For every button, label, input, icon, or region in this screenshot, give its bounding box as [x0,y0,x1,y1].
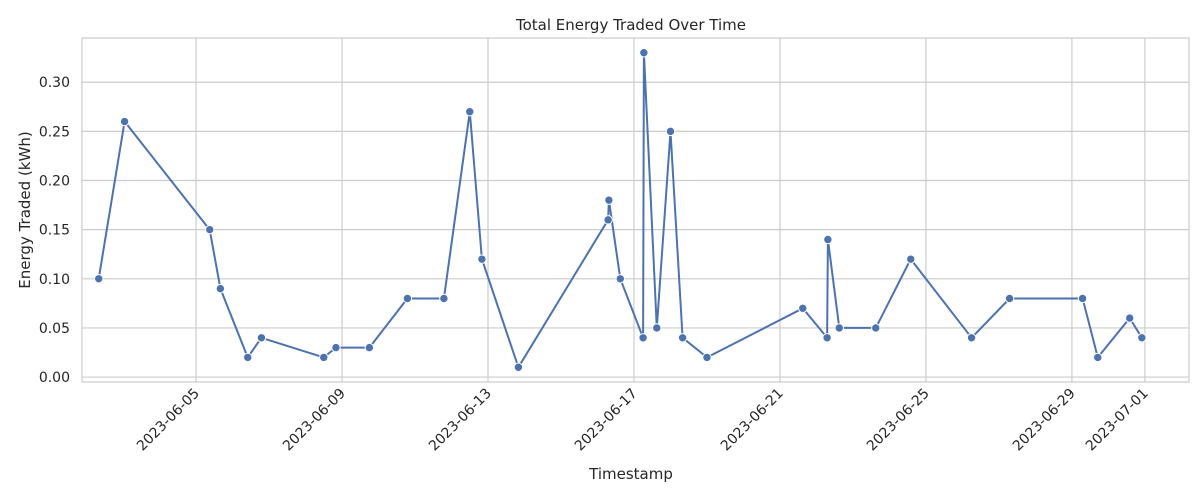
data-point [1137,333,1147,343]
data-point [205,224,215,235]
data-point [94,274,104,284]
x-axis-ticks: 2023-06-05 2023-06-09 2023-06-13 2023-06-17… [134,386,1152,455]
data-point [615,274,625,284]
x-axis-label: Timestamp [588,465,673,483]
data-point [513,362,524,372]
data-point [677,333,688,343]
plot-frame [81,37,1190,383]
data-point [243,352,253,363]
x-tick-label: 2023-06-09 [280,386,349,455]
series-energy-traded [94,48,1147,372]
data-point [665,126,676,137]
x-tick-label: 2023-06-17 [572,386,641,455]
data-point [871,323,881,333]
y-tick-label: 0.20 [39,174,70,190]
x-tick-label: 2023-06-25 [864,386,933,455]
y-tick-label: 0.05 [39,321,70,337]
data-point [439,293,449,304]
data-point [823,234,833,245]
data-point [702,352,712,363]
data-point [215,283,226,294]
plot-background [82,38,1189,382]
data-point [1093,352,1103,363]
data-point [966,333,977,343]
data-point [1124,313,1135,323]
y-tick-label: 0.25 [39,124,70,140]
data-point [331,342,341,353]
x-tick-label: 2023-06-29 [1010,386,1079,455]
data-point [822,333,832,343]
x-tick-label: 2023-06-21 [718,386,787,455]
grid [82,38,1189,382]
y-axis-ticks: 0.00 0.05 0.10 0.15 0.20 0.25 0.30 [39,75,70,386]
data-point [1077,293,1088,304]
x-tick-label: 2023-06-13 [426,386,495,455]
data-point [402,293,413,304]
data-point [364,342,375,353]
x-tick-label: 2023-06-05 [134,386,203,455]
data-point [639,48,649,58]
chart-title: Total Energy Traded Over Time [515,16,746,34]
data-point [256,333,267,343]
data-point [906,254,916,264]
y-tick-label: 0.15 [39,223,70,239]
y-axis-label: Energy Traded (kWh) [16,131,34,288]
data-point [119,116,130,127]
data-point [603,215,613,225]
data-point [834,323,844,333]
data-point [638,333,648,343]
data-point [1004,293,1015,304]
data-point [465,107,475,117]
data-point [604,195,614,205]
x-tick-label: 2023-07-01 [1083,386,1152,455]
y-tick-label: 0.00 [39,370,70,386]
data-point [798,303,808,313]
data-point [652,323,662,333]
y-tick-label: 0.10 [39,272,70,288]
data-point [319,352,329,363]
data-point [477,254,487,264]
y-tick-label: 0.30 [39,75,70,91]
